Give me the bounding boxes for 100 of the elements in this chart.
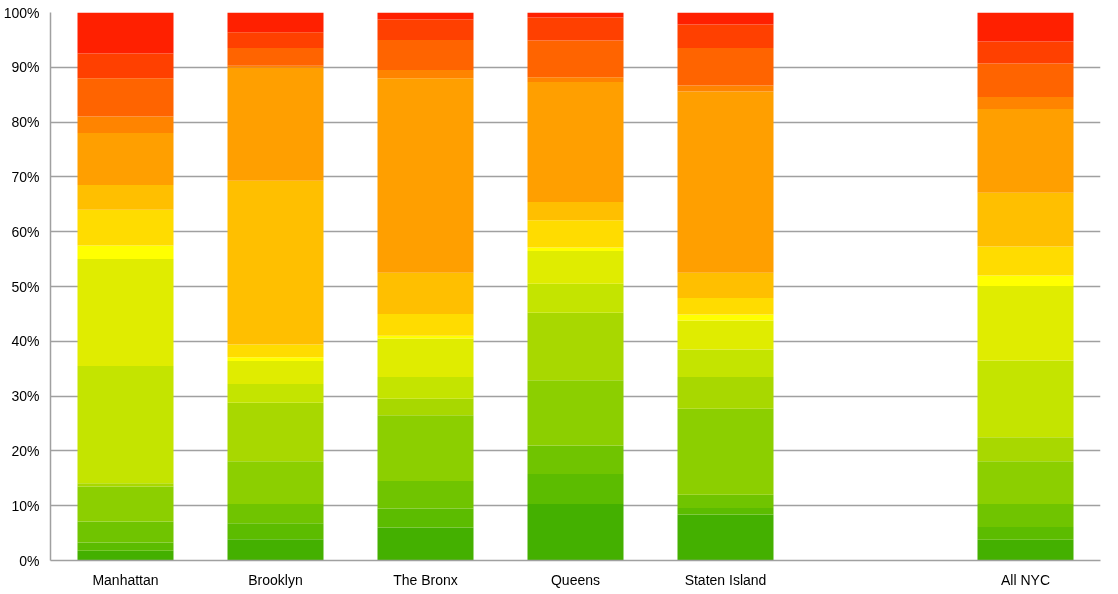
bar	[977, 63, 1074, 97]
bar	[227, 523, 324, 540]
bar	[677, 24, 774, 49]
y-tick-label: 60%	[11, 223, 40, 240]
bar	[377, 19, 474, 40]
bar	[377, 481, 474, 509]
y-tick-label: 40%	[11, 333, 40, 350]
bar	[377, 70, 474, 79]
x-tick-label: Brooklyn	[248, 571, 303, 588]
y-tick-label: 30%	[11, 388, 40, 405]
bar	[977, 527, 1074, 540]
bar	[77, 185, 174, 210]
y-tick-label: 10%	[11, 497, 40, 514]
y-tick-label: 80%	[11, 114, 40, 131]
bar	[77, 12, 174, 54]
x-tick-label: All NYC	[1001, 571, 1051, 588]
bar	[227, 180, 324, 345]
bar	[227, 344, 324, 358]
bar	[227, 402, 324, 462]
bar	[227, 12, 324, 33]
bar	[377, 508, 474, 528]
bar	[227, 67, 324, 181]
bar	[77, 209, 174, 246]
y-tick-label: 50%	[11, 278, 40, 295]
bar	[677, 85, 774, 92]
bar	[677, 320, 774, 350]
x-tick-label: The Bronx	[393, 571, 458, 588]
bar	[527, 202, 624, 221]
bar	[677, 314, 774, 321]
bar	[527, 77, 624, 83]
x-tick-label: Staten Island	[684, 571, 767, 588]
bar	[77, 259, 174, 366]
y-tick-label: 100%	[3, 4, 40, 21]
bar	[527, 247, 624, 251]
bar	[377, 12, 474, 20]
bar	[977, 12, 1074, 42]
bar	[77, 486, 174, 522]
bar	[677, 349, 774, 377]
bar	[677, 408, 774, 495]
bar	[77, 365, 174, 484]
bar	[377, 39, 474, 71]
bar	[77, 483, 174, 487]
bar	[227, 504, 324, 524]
bar	[677, 12, 774, 25]
bar	[227, 65, 324, 68]
bar	[677, 507, 774, 515]
bar	[227, 539, 324, 561]
bar	[677, 376, 774, 409]
bar	[527, 504, 624, 561]
bar	[527, 473, 624, 505]
y-tick-label: 20%	[11, 442, 40, 459]
bar	[977, 108, 1074, 193]
bar	[227, 384, 324, 403]
bar	[677, 272, 774, 299]
bar	[977, 96, 1074, 109]
bar	[527, 445, 624, 474]
y-tick-label: 0%	[19, 552, 40, 569]
bar	[527, 380, 624, 446]
bar	[377, 272, 474, 314]
bar	[677, 48, 774, 86]
bar	[377, 338, 474, 377]
bar	[977, 41, 1074, 64]
bar	[527, 17, 624, 41]
bar	[77, 116, 174, 134]
bar	[677, 494, 774, 508]
bar	[527, 283, 624, 313]
bar	[977, 285, 1074, 361]
bar	[527, 40, 624, 78]
bar	[77, 245, 174, 260]
bar	[977, 246, 1074, 276]
x-tick-label: Manhattan	[92, 571, 159, 588]
x-tick-label: Queens	[550, 571, 601, 588]
bar	[527, 82, 624, 203]
bar	[227, 32, 324, 49]
bar	[77, 550, 174, 561]
bar	[977, 360, 1074, 438]
bar	[77, 133, 174, 186]
bar	[527, 220, 624, 248]
bar	[77, 521, 174, 543]
y-tick-label: 90%	[11, 59, 40, 76]
bar	[227, 361, 324, 385]
bar	[377, 78, 474, 273]
bar	[377, 415, 474, 482]
bar	[527, 312, 624, 381]
bar	[977, 192, 1074, 247]
y-tick-label: 70%	[11, 168, 40, 185]
bar	[377, 335, 474, 339]
bar	[977, 437, 1074, 462]
bar	[227, 48, 324, 66]
bar	[677, 91, 774, 273]
bar	[977, 539, 1074, 561]
bar	[527, 250, 624, 284]
bar	[77, 53, 174, 79]
bar	[377, 527, 474, 561]
bar	[77, 542, 174, 551]
bar	[977, 275, 1074, 286]
bar	[977, 461, 1074, 505]
bar	[377, 313, 474, 336]
bar	[677, 298, 774, 315]
bar	[77, 78, 174, 117]
